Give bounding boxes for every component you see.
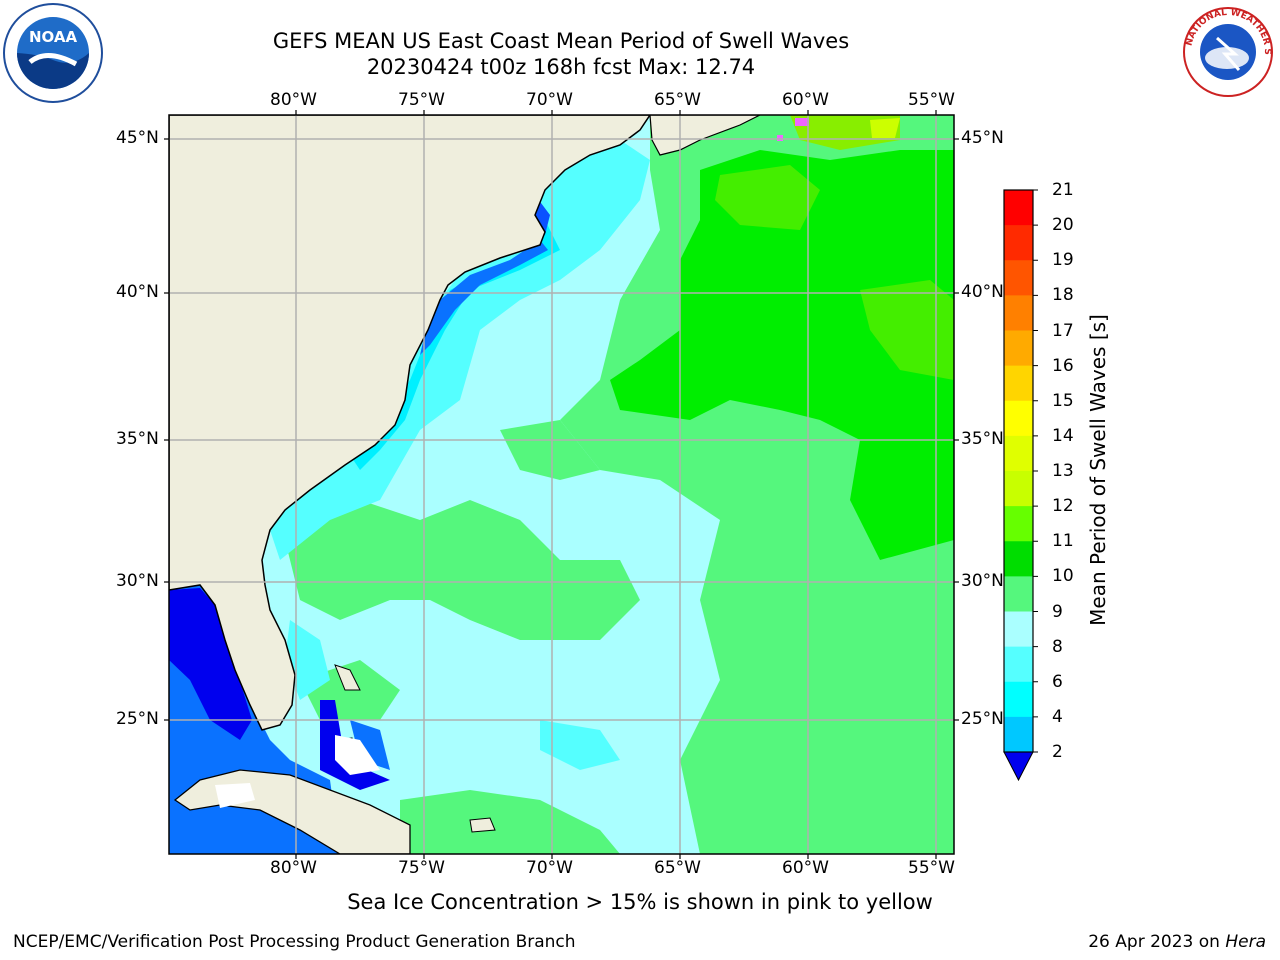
colorbar-segment xyxy=(1004,365,1033,402)
sea-ice-note: Sea Ice Concentration > 15% is shown in … xyxy=(0,890,1280,914)
colorbar-segment xyxy=(1004,295,1033,331)
footer-date-text: 26 Apr 2023 on xyxy=(1088,932,1220,952)
lat-label-left: 25°N xyxy=(116,709,159,729)
colorbar-segment xyxy=(1004,611,1033,648)
lon-label-bottom: 70°W xyxy=(526,858,573,878)
colorbar-segment xyxy=(1004,471,1033,507)
lon-label-bottom: 75°W xyxy=(398,858,445,878)
colorbar-tick-label: 16 xyxy=(1052,355,1074,376)
colorbar-tick-label: 12 xyxy=(1052,496,1074,517)
graticule xyxy=(169,115,954,854)
colorbar-segment xyxy=(1004,506,1033,542)
lon-label-top: 55°W xyxy=(908,90,955,110)
noaa-logo: NOAA xyxy=(3,3,103,103)
colorbar-tick-label: 21 xyxy=(1052,180,1074,200)
lon-label-bottom: 65°W xyxy=(654,858,701,878)
colorbar-tick-label: 10 xyxy=(1052,566,1074,587)
lon-label-bottom: 80°W xyxy=(270,858,317,878)
lat-label-right: 35°N xyxy=(961,429,1004,449)
swell-zone-10-11 xyxy=(610,150,954,560)
colorbar-segment xyxy=(1004,435,1033,472)
colorbar-extend-arrow xyxy=(1003,751,1034,782)
footer-host: Hera xyxy=(1225,932,1266,952)
lon-label-top: 65°W xyxy=(654,90,701,110)
colorbar-segment xyxy=(1004,400,1033,437)
colorbar-segment xyxy=(1004,541,1033,577)
colorbar-tick-label: 15 xyxy=(1052,390,1074,411)
colorbar-tick-label: 11 xyxy=(1052,531,1074,552)
footer-credit: NCEP/EMC/Verification Post Processing Pr… xyxy=(13,932,576,952)
lat-label-left: 35°N xyxy=(116,429,159,449)
nova-scotia-land xyxy=(649,115,761,156)
noaa-logo-text: NOAA xyxy=(29,28,78,46)
colorbar-tick-label: 2 xyxy=(1052,742,1063,762)
colorbar-tick-label: 4 xyxy=(1052,706,1063,727)
lon-label-top: 75°W xyxy=(398,90,445,110)
colorbar-tick-label: 19 xyxy=(1052,250,1074,271)
lat-label-left: 30°N xyxy=(116,571,159,591)
colorbar-segment xyxy=(1004,190,1033,226)
nws-logo: NATIONAL WEATHER SERVICE xyxy=(1177,2,1273,97)
map-subtitle: 20230424 t00z 168h fcst Max: 12.74 xyxy=(366,55,756,79)
lon-label-bottom: 60°W xyxy=(782,858,829,878)
colorbar-tick-label: 13 xyxy=(1052,461,1074,481)
lon-label-top: 80°W xyxy=(270,90,317,110)
lat-label-right: 40°N xyxy=(961,282,1004,302)
lon-label-top: 70°W xyxy=(526,90,573,110)
colorbar-label: Mean Period of Swell Waves [s] xyxy=(1086,314,1110,626)
colorbar-tick-label: 17 xyxy=(1052,320,1074,341)
colorbar-segment xyxy=(1004,716,1033,753)
colorbar-tick-label: 18 xyxy=(1052,285,1074,306)
lat-label-left: 40°N xyxy=(116,282,159,302)
lat-label-right: 45°N xyxy=(961,128,1004,148)
lon-label-top: 60°W xyxy=(782,90,829,110)
colorbar-segment xyxy=(1004,225,1033,261)
footer-date: 26 Apr 2023 on Hera xyxy=(1088,932,1266,952)
colorbar-tick-label: 8 xyxy=(1052,636,1063,657)
colorbar-segment xyxy=(1004,576,1033,612)
map-frame xyxy=(168,114,955,855)
colorbar-tick-label: 14 xyxy=(1052,425,1074,446)
colorbar-segment xyxy=(1004,681,1033,718)
us-east-coast-land xyxy=(169,115,651,731)
lat-label-right: 25°N xyxy=(961,709,1004,729)
colorbar-tick-label: 6 xyxy=(1052,671,1063,692)
colorbar-segment xyxy=(1004,646,1033,683)
colorbar-tick-label: 9 xyxy=(1052,601,1063,622)
colorbar xyxy=(1003,189,1038,782)
colorbar-segment xyxy=(1004,260,1033,296)
colorbar-tick-label: 20 xyxy=(1052,215,1074,236)
sea-ice-note-text: Sea Ice Concentration > 15% is shown in … xyxy=(347,890,933,914)
lat-label-right: 30°N xyxy=(961,571,1004,591)
colorbar-segment xyxy=(1004,330,1033,367)
sea-ice-patch xyxy=(795,118,809,126)
map-title: GEFS MEAN US East Coast Mean Period of S… xyxy=(272,29,850,53)
lat-label-left: 45°N xyxy=(116,128,159,148)
lon-label-bottom: 55°W xyxy=(908,858,955,878)
